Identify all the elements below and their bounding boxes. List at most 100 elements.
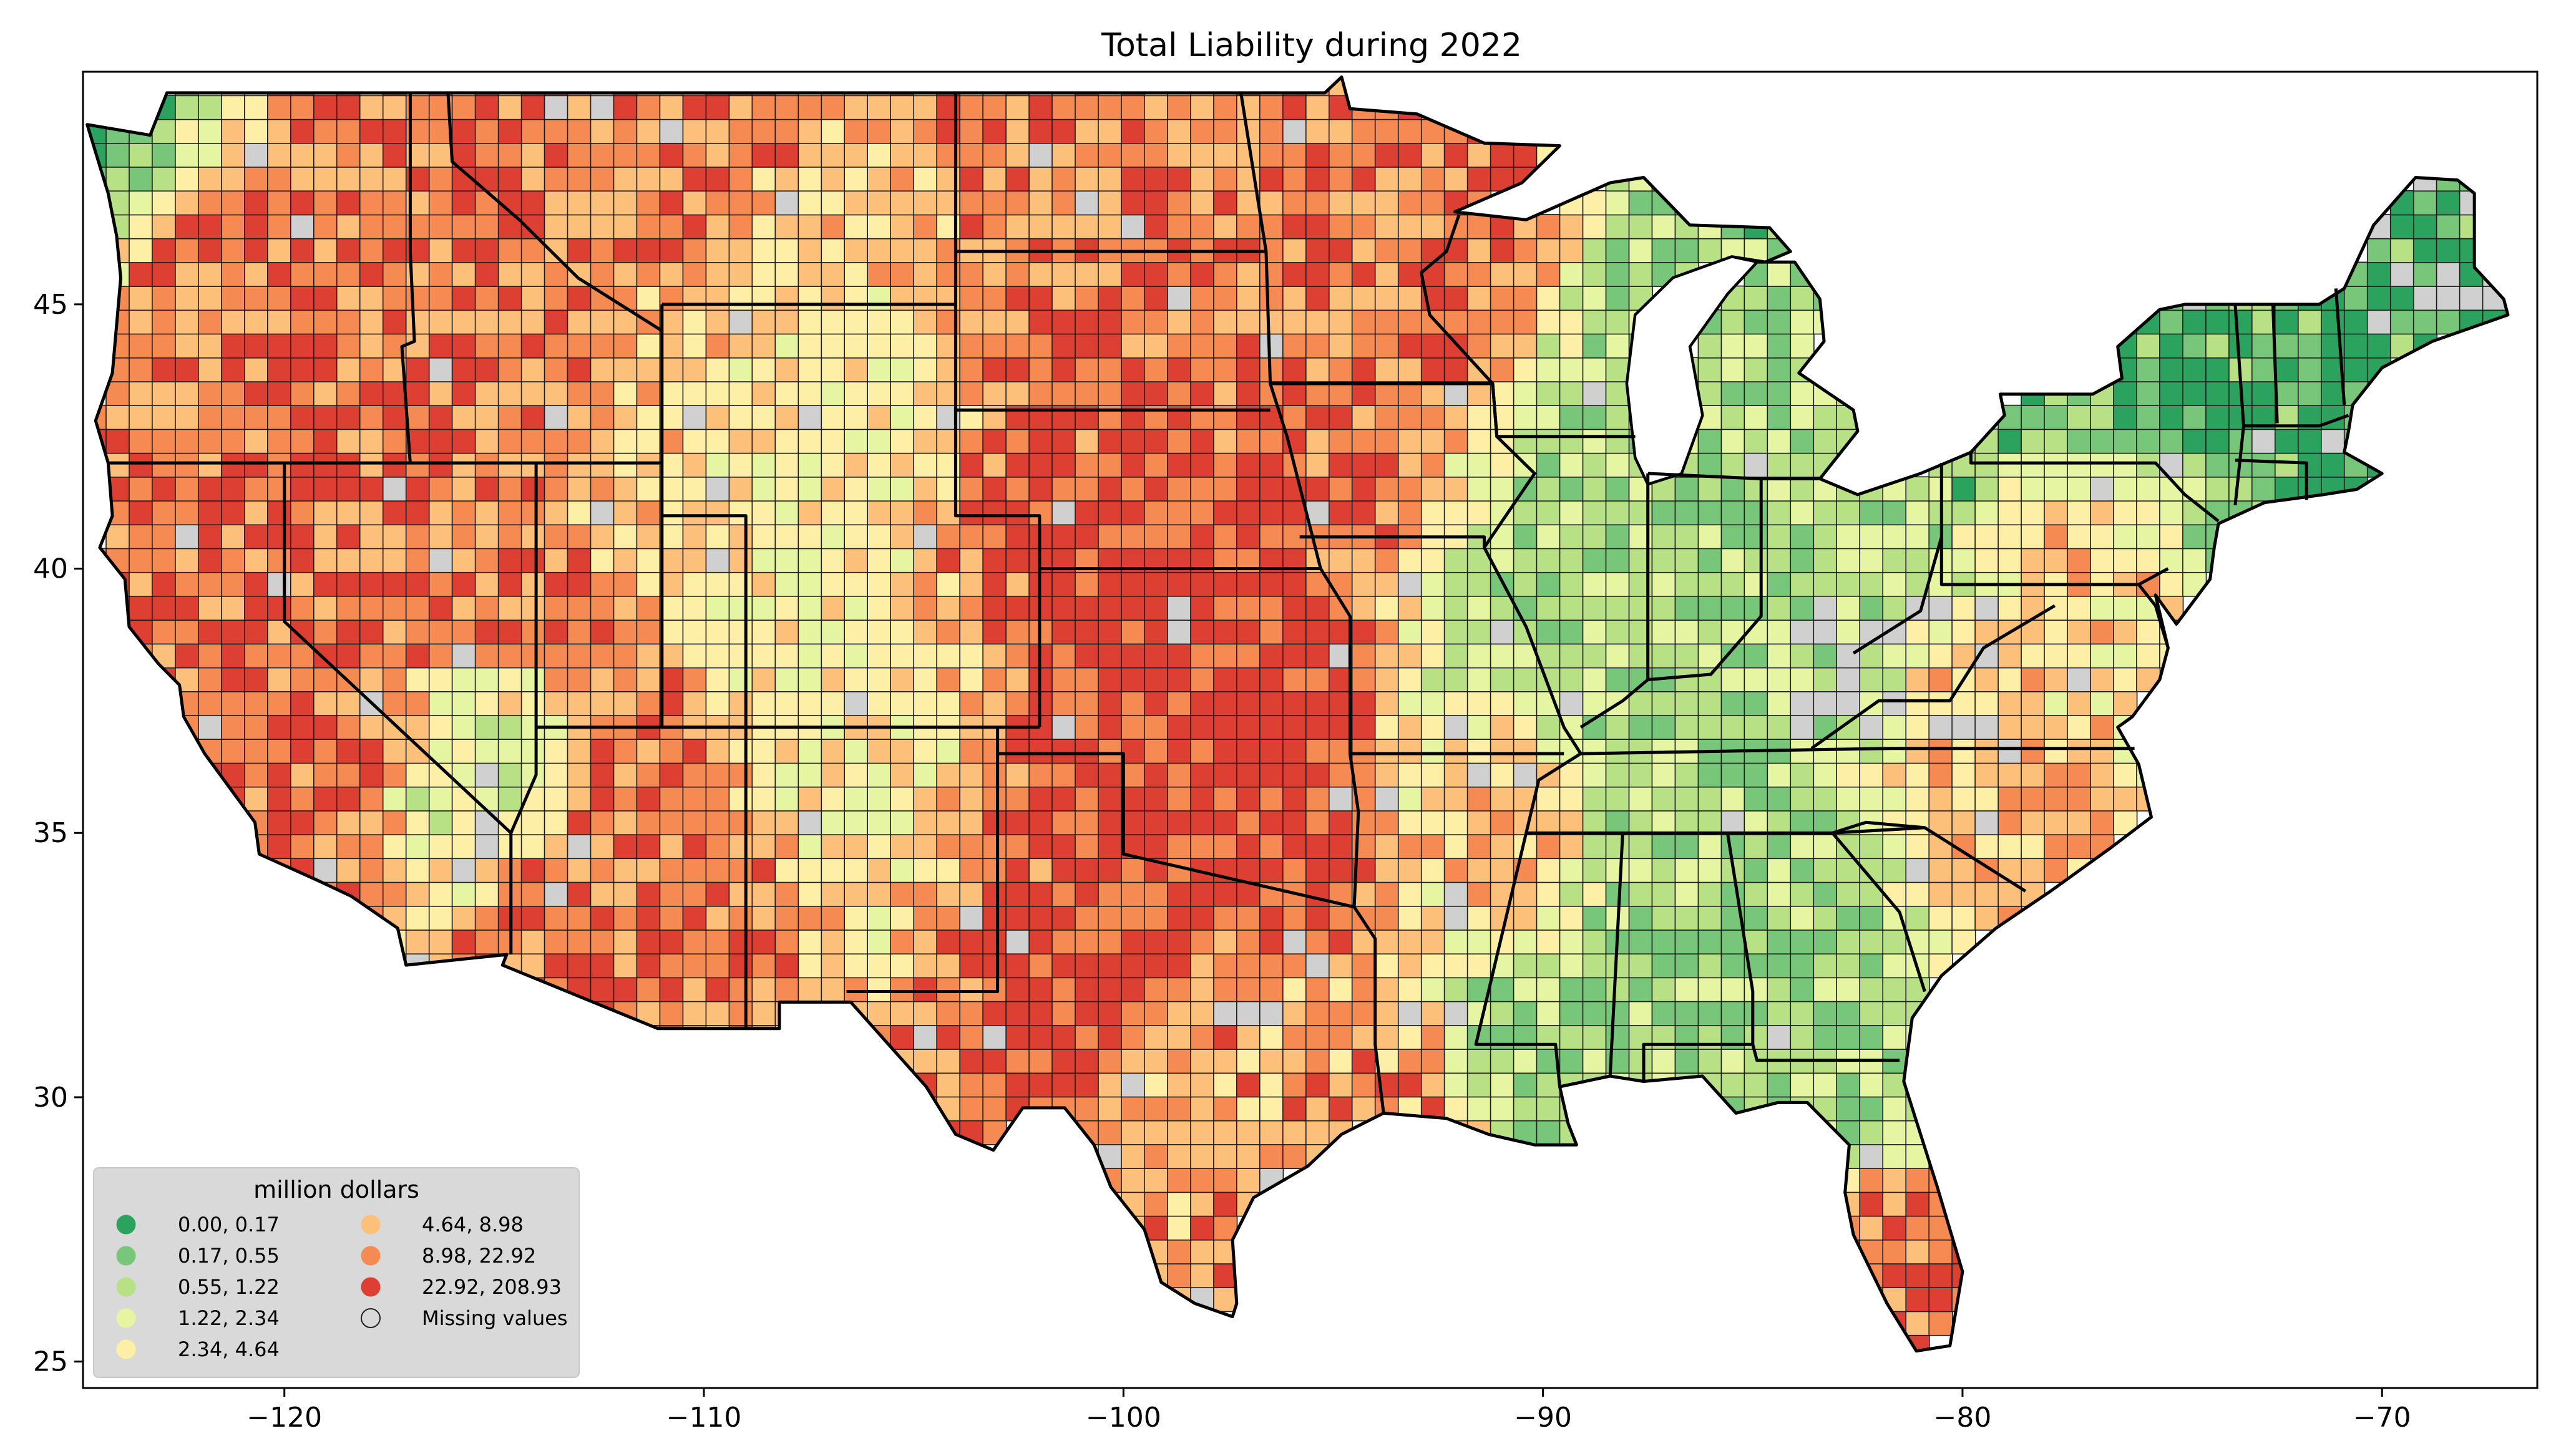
county-cell bbox=[382, 476, 407, 502]
county-cell bbox=[198, 333, 223, 359]
county-cell bbox=[982, 905, 1007, 931]
county-cell bbox=[1374, 119, 1400, 144]
county-cell bbox=[728, 381, 753, 407]
county-cell bbox=[175, 285, 200, 311]
county-cell bbox=[1905, 619, 1930, 645]
county-cell bbox=[198, 357, 223, 382]
county-cell bbox=[1790, 643, 1815, 669]
county-cell bbox=[313, 667, 338, 692]
county-cell bbox=[913, 857, 938, 883]
county-cell bbox=[1859, 548, 1884, 573]
county-cell bbox=[1075, 381, 1100, 407]
county-cell bbox=[1997, 714, 2022, 740]
county-cell bbox=[1051, 476, 1076, 502]
county-cell bbox=[1305, 977, 1330, 1002]
county-cell bbox=[2412, 238, 2438, 263]
county-cell bbox=[313, 738, 338, 764]
county-cell bbox=[821, 309, 846, 335]
county-cell bbox=[405, 833, 431, 860]
state-border bbox=[1751, 1044, 1900, 1062]
county-cell bbox=[243, 333, 269, 359]
county-cell bbox=[1190, 523, 1215, 550]
county-cell bbox=[1790, 714, 1815, 740]
state-border bbox=[1581, 747, 2135, 755]
county-cell bbox=[821, 119, 846, 144]
county-cell bbox=[1443, 1048, 1469, 1074]
county-cell bbox=[520, 691, 545, 716]
county-cell bbox=[451, 619, 476, 645]
county-cell bbox=[1882, 833, 1907, 860]
county-cell bbox=[867, 810, 892, 835]
county-cell bbox=[497, 428, 522, 454]
county-cell bbox=[613, 523, 638, 550]
county-cell bbox=[1697, 810, 1722, 835]
county-cell bbox=[359, 738, 384, 764]
county-cell bbox=[428, 714, 454, 740]
state-border bbox=[283, 463, 512, 835]
county-cell bbox=[913, 977, 938, 1002]
county-cell bbox=[959, 1048, 984, 1074]
county-cell bbox=[867, 381, 892, 407]
county-cell bbox=[1305, 142, 1330, 168]
county-cell bbox=[382, 119, 407, 144]
county-cell bbox=[705, 476, 730, 502]
county-cell bbox=[2182, 309, 2207, 335]
county-cell bbox=[1190, 762, 1215, 788]
county-cell bbox=[1466, 881, 1492, 907]
county-cell bbox=[290, 571, 315, 597]
county-cell bbox=[867, 929, 892, 955]
county-cell bbox=[428, 333, 454, 359]
county-cell bbox=[359, 714, 384, 740]
county-cell bbox=[1836, 691, 1861, 716]
county-cell bbox=[751, 977, 776, 1002]
county-cell bbox=[1167, 1001, 1192, 1026]
county-cell bbox=[266, 523, 292, 550]
state-border bbox=[2235, 459, 2308, 500]
county-cell bbox=[2113, 595, 2138, 621]
county-cell bbox=[982, 977, 1007, 1002]
county-cell bbox=[152, 142, 177, 168]
county-cell bbox=[913, 357, 938, 382]
county-cell bbox=[1490, 238, 1515, 263]
county-cell bbox=[774, 929, 799, 955]
county-cell bbox=[1443, 381, 1469, 407]
county-cell bbox=[1443, 548, 1469, 573]
county-cell bbox=[1028, 166, 1053, 192]
county-cell bbox=[497, 95, 522, 120]
county-cell bbox=[659, 619, 684, 645]
county-cell bbox=[474, 929, 499, 955]
county-cell bbox=[313, 691, 338, 716]
county-cell bbox=[1259, 619, 1284, 645]
county-cell bbox=[1582, 548, 1607, 573]
county-cell bbox=[451, 523, 476, 550]
county-cell bbox=[590, 571, 615, 597]
county-cell bbox=[336, 619, 361, 645]
county-cell bbox=[1397, 1024, 1423, 1050]
county-cell bbox=[1190, 833, 1215, 860]
county-cell bbox=[1905, 1239, 1930, 1264]
county-cell bbox=[821, 95, 846, 120]
county-cell bbox=[405, 285, 431, 311]
county-cell bbox=[2067, 428, 2092, 454]
county-cell bbox=[682, 119, 707, 144]
county-cell bbox=[2412, 261, 2438, 287]
map-title: Total Liability during 2022 bbox=[1101, 27, 1522, 64]
county-cell bbox=[1536, 810, 1561, 835]
county-cell bbox=[1351, 571, 1377, 597]
county-cell bbox=[798, 929, 822, 955]
county-cell bbox=[2275, 428, 2300, 454]
county-cell bbox=[1420, 214, 1446, 240]
county-cell bbox=[1351, 619, 1377, 645]
county-cell bbox=[567, 523, 592, 550]
county-cell bbox=[290, 119, 315, 144]
county-cell bbox=[844, 833, 869, 860]
county-cell bbox=[1605, 571, 1630, 597]
county-cell bbox=[1674, 881, 1699, 907]
county-cell bbox=[1951, 905, 1976, 931]
county-cell bbox=[1098, 214, 1123, 240]
county-cell bbox=[1305, 285, 1330, 311]
county-cell bbox=[1098, 929, 1123, 955]
county-cell bbox=[959, 833, 984, 860]
county-cell bbox=[590, 786, 615, 812]
county-cell bbox=[1997, 523, 2022, 550]
